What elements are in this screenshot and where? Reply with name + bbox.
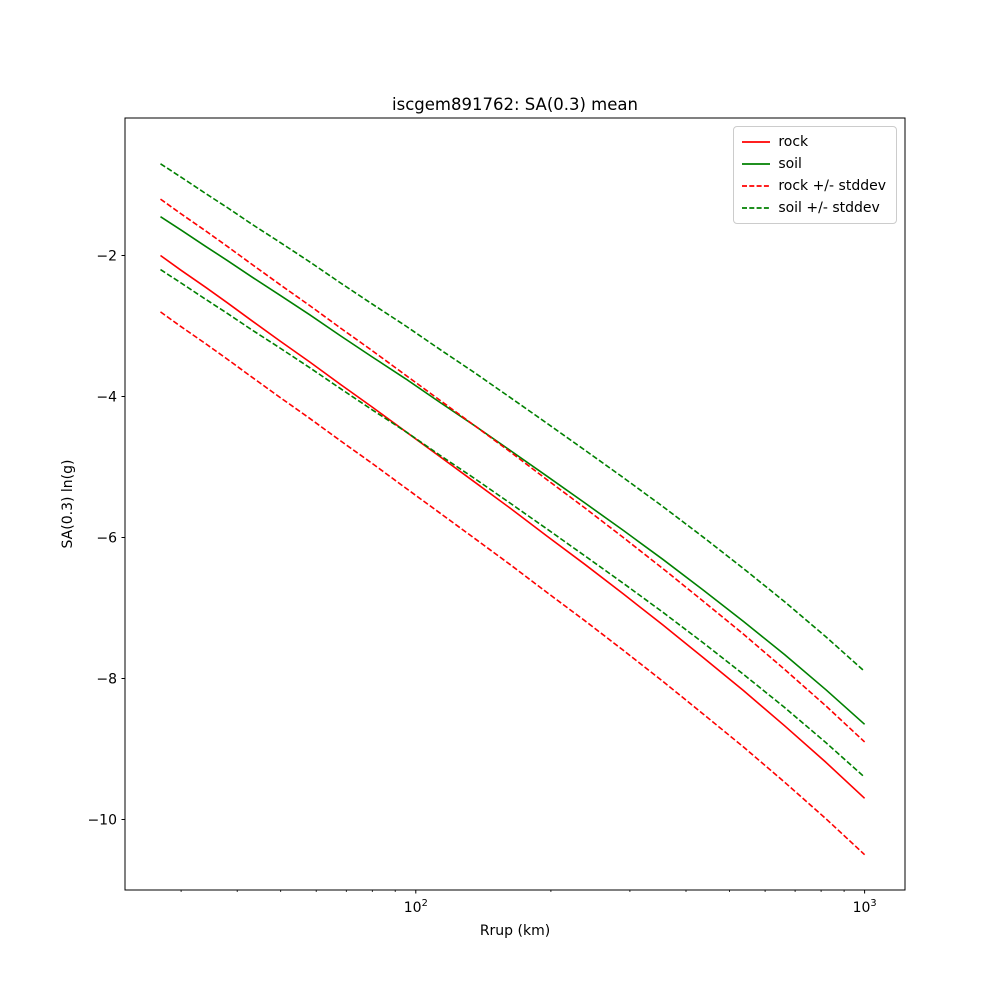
y-tick-label: −4 — [96, 390, 117, 406]
y-tick-label: −2 — [96, 249, 117, 265]
legend-item: soil — [742, 154, 886, 174]
legend-label: rock +/- stddev — [778, 178, 886, 194]
legend-item: soil +/- stddev — [742, 198, 886, 218]
legend-line-sample-icon — [742, 163, 771, 165]
series-soil-mean — [160, 216, 866, 725]
y-axis-label: SA(0.3) ln(g) — [60, 459, 76, 549]
legend-item: rock — [742, 132, 886, 152]
x-axis-label: Rrup (km) — [479, 923, 551, 939]
legend-line-sample-icon — [742, 141, 771, 143]
legend-label: soil — [778, 156, 802, 172]
legend-line-sample-icon — [742, 185, 771, 187]
legend-item: rock +/- stddev — [742, 176, 886, 196]
y-tick-label: −8 — [96, 672, 117, 688]
axes-frame — [124, 117, 906, 891]
series-rock-mean — [160, 254, 866, 799]
y-tick-label: −6 — [96, 531, 117, 547]
series-rock-minus-stddev — [160, 311, 866, 856]
series-soil-plus-stddev — [160, 163, 866, 672]
legend-label: rock — [778, 134, 809, 150]
chart-title: iscgem891762: SA(0.3) mean — [392, 95, 638, 114]
y-tick-label: −10 — [87, 813, 117, 829]
x-tick-label: 103 — [853, 898, 877, 916]
series-soil-minus-stddev — [160, 268, 866, 778]
legend-line-sample-icon — [742, 207, 771, 209]
series-rock-plus-stddev — [160, 198, 866, 743]
x-tick-label: 102 — [404, 898, 428, 916]
legend-label: soil +/- stddev — [778, 200, 880, 216]
legend: rock soil rock +/- stddev soil +/- stddev — [733, 126, 897, 224]
